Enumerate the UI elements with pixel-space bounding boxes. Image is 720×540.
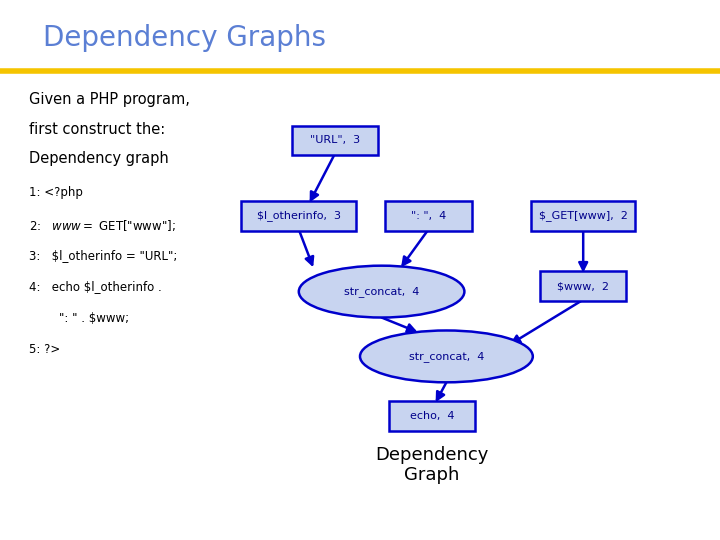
Text: str_concat,  4: str_concat, 4 — [409, 351, 484, 362]
Text: $l_otherinfo,  3: $l_otherinfo, 3 — [257, 211, 341, 221]
FancyBboxPatch shape — [531, 201, 636, 231]
Text: Dependency
Graph: Dependency Graph — [375, 446, 489, 484]
Text: Dependency Graphs: Dependency Graphs — [43, 24, 326, 52]
Text: str_concat,  4: str_concat, 4 — [344, 286, 419, 297]
Text: 5: ?>: 5: ?> — [29, 343, 60, 356]
Text: 1: <?php: 1: <?php — [29, 186, 83, 199]
Text: "URL",  3: "URL", 3 — [310, 136, 360, 145]
Text: Dependency graph: Dependency graph — [29, 151, 168, 166]
Text: $_GET[www],  2: $_GET[www], 2 — [539, 211, 628, 221]
FancyBboxPatch shape — [241, 201, 356, 231]
FancyBboxPatch shape — [292, 125, 378, 156]
Text: first construct the:: first construct the: — [29, 122, 165, 137]
FancyBboxPatch shape — [389, 401, 475, 431]
FancyBboxPatch shape — [540, 271, 626, 301]
Text: echo,  4: echo, 4 — [410, 411, 454, 421]
Text: 2:   $www = $ GET["www"];: 2: $www = $ GET["www"]; — [29, 218, 176, 233]
Text: Given a PHP program,: Given a PHP program, — [29, 92, 189, 107]
Text: $www,  2: $www, 2 — [557, 281, 609, 291]
Ellipse shape — [299, 266, 464, 318]
Text: ": " . $www;: ": " . $www; — [29, 312, 129, 325]
FancyBboxPatch shape — [385, 201, 472, 231]
Text: 4:   echo $l_otherinfo .: 4: echo $l_otherinfo . — [29, 280, 161, 293]
Text: ": ",  4: ": ", 4 — [411, 211, 446, 221]
Text: 3:   $l_otherinfo = "URL";: 3: $l_otherinfo = "URL"; — [29, 249, 177, 262]
Ellipse shape — [360, 330, 533, 382]
